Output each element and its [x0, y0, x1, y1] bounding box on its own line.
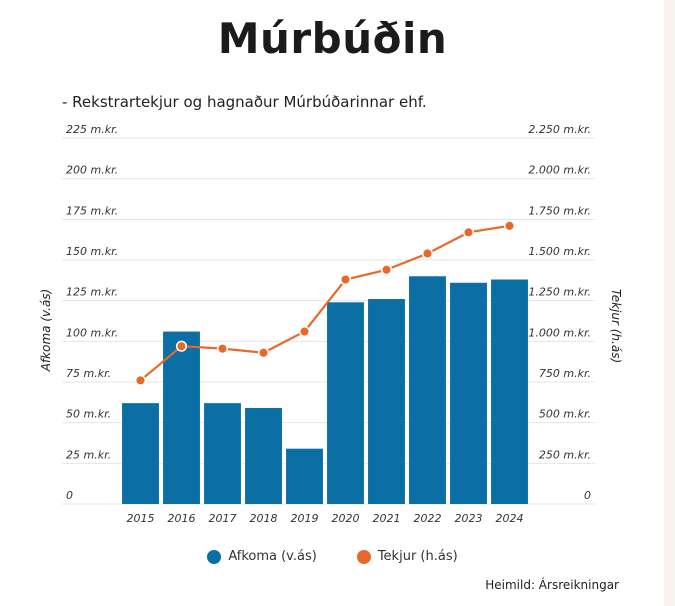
y-left-tick-label: 100 m.kr.	[66, 326, 118, 339]
chart-subtitle: - Rekstrartekjur og hagnaður Múrbúðarinn…	[62, 93, 427, 111]
y-left-tick-label: 175 m.kr.	[66, 204, 118, 217]
x-tick-label: 2022	[414, 512, 442, 525]
y-right-tick-label: 2.250 m.kr.	[528, 123, 591, 136]
y-left-tick-label: 125 m.kr.	[66, 286, 118, 299]
x-tick-label: 2019	[291, 512, 319, 525]
y-right-tick-label: 0	[584, 489, 591, 502]
y-left-tick-label: 50 m.kr.	[66, 408, 111, 421]
x-tick-label: 2024	[496, 512, 524, 525]
chart-canvas: 0 0 25 m.kr. 250 m.kr. 50 m.kr. 500 m.kr. 75 m…	[39, 123, 623, 525]
legend: Afkoma (v.ás) Tekjur (h.ás)	[0, 549, 665, 564]
y-right-tick-label: 2.000 m.kr.	[528, 164, 591, 177]
point-tekjur	[339, 273, 352, 286]
y-left-tick-label: 25 m.kr.	[66, 448, 111, 461]
y-right-tick-label: 1.250 m.kr.	[528, 286, 591, 299]
source-note: Heimild: Ársreikningar	[485, 578, 619, 592]
y-right-tick-label: 750 m.kr.	[539, 367, 591, 380]
legend-label-afkoma: Afkoma (v.ás)	[228, 549, 317, 564]
x-tick-label: 2021	[373, 512, 401, 525]
bar-afkoma	[409, 276, 446, 504]
y-left-tick-label: 225 m.kr.	[66, 123, 118, 136]
y-right-tick-label: 500 m.kr.	[539, 408, 591, 421]
point-tekjur	[421, 247, 434, 260]
bar-afkoma	[122, 403, 159, 504]
bar-afkoma	[327, 302, 364, 504]
x-tick-label: 2023	[455, 512, 483, 525]
y-right-axis-title: Tekjur (h.ás)	[609, 289, 623, 363]
x-tick-label: 2018	[250, 512, 278, 525]
bar-afkoma	[204, 403, 241, 504]
bar-afkoma	[245, 408, 282, 504]
legend-swatch-afkoma	[207, 549, 222, 564]
bar-afkoma	[163, 331, 200, 504]
point-tekjur	[503, 220, 516, 232]
y-left-tick-label: 200 m.kr.	[66, 164, 118, 177]
point-tekjur	[257, 347, 270, 359]
bar-afkoma	[491, 279, 528, 504]
x-tick-label: 2016	[168, 512, 196, 525]
point-tekjur	[380, 264, 393, 276]
x-tick-label: 2017	[209, 512, 237, 525]
bar-afkoma	[450, 282, 487, 504]
y-right-tick-label: 1.000 m.kr.	[528, 326, 591, 339]
y-left-tick-label: 75 m.kr.	[66, 367, 111, 380]
line-tekjur	[139, 224, 510, 382]
y-left-axis-title: Afkoma (v.ás)	[39, 289, 53, 373]
point-tekjur	[175, 340, 188, 352]
x-tick-label: 2015	[127, 512, 155, 525]
y-left-tick-label: 150 m.kr.	[66, 245, 118, 258]
y-right-tick-label: 1.750 m.kr.	[528, 204, 591, 217]
point-tekjur	[298, 326, 311, 338]
bar-afkoma	[368, 299, 405, 504]
chart-title: Múrbúðin	[217, 14, 448, 63]
point-tekjur	[216, 343, 229, 355]
y-right-tick-label: 250 m.kr.	[539, 448, 591, 461]
y-right-tick-label: 1.500 m.kr.	[528, 245, 591, 258]
legend-item-tekjur: Tekjur (h.ás)	[356, 549, 458, 564]
right-edge-strip	[664, 0, 675, 606]
point-tekjur	[462, 226, 475, 238]
legend-item-afkoma: Afkoma (v.ás)	[207, 549, 317, 564]
legend-swatch-tekjur	[356, 549, 371, 564]
legend-label-tekjur: Tekjur (h.ás)	[377, 549, 458, 564]
x-tick-label: 2020	[332, 512, 360, 525]
y-left-tick-label: 0	[66, 489, 73, 502]
point-tekjur	[134, 374, 147, 386]
bar-afkoma	[286, 448, 323, 504]
